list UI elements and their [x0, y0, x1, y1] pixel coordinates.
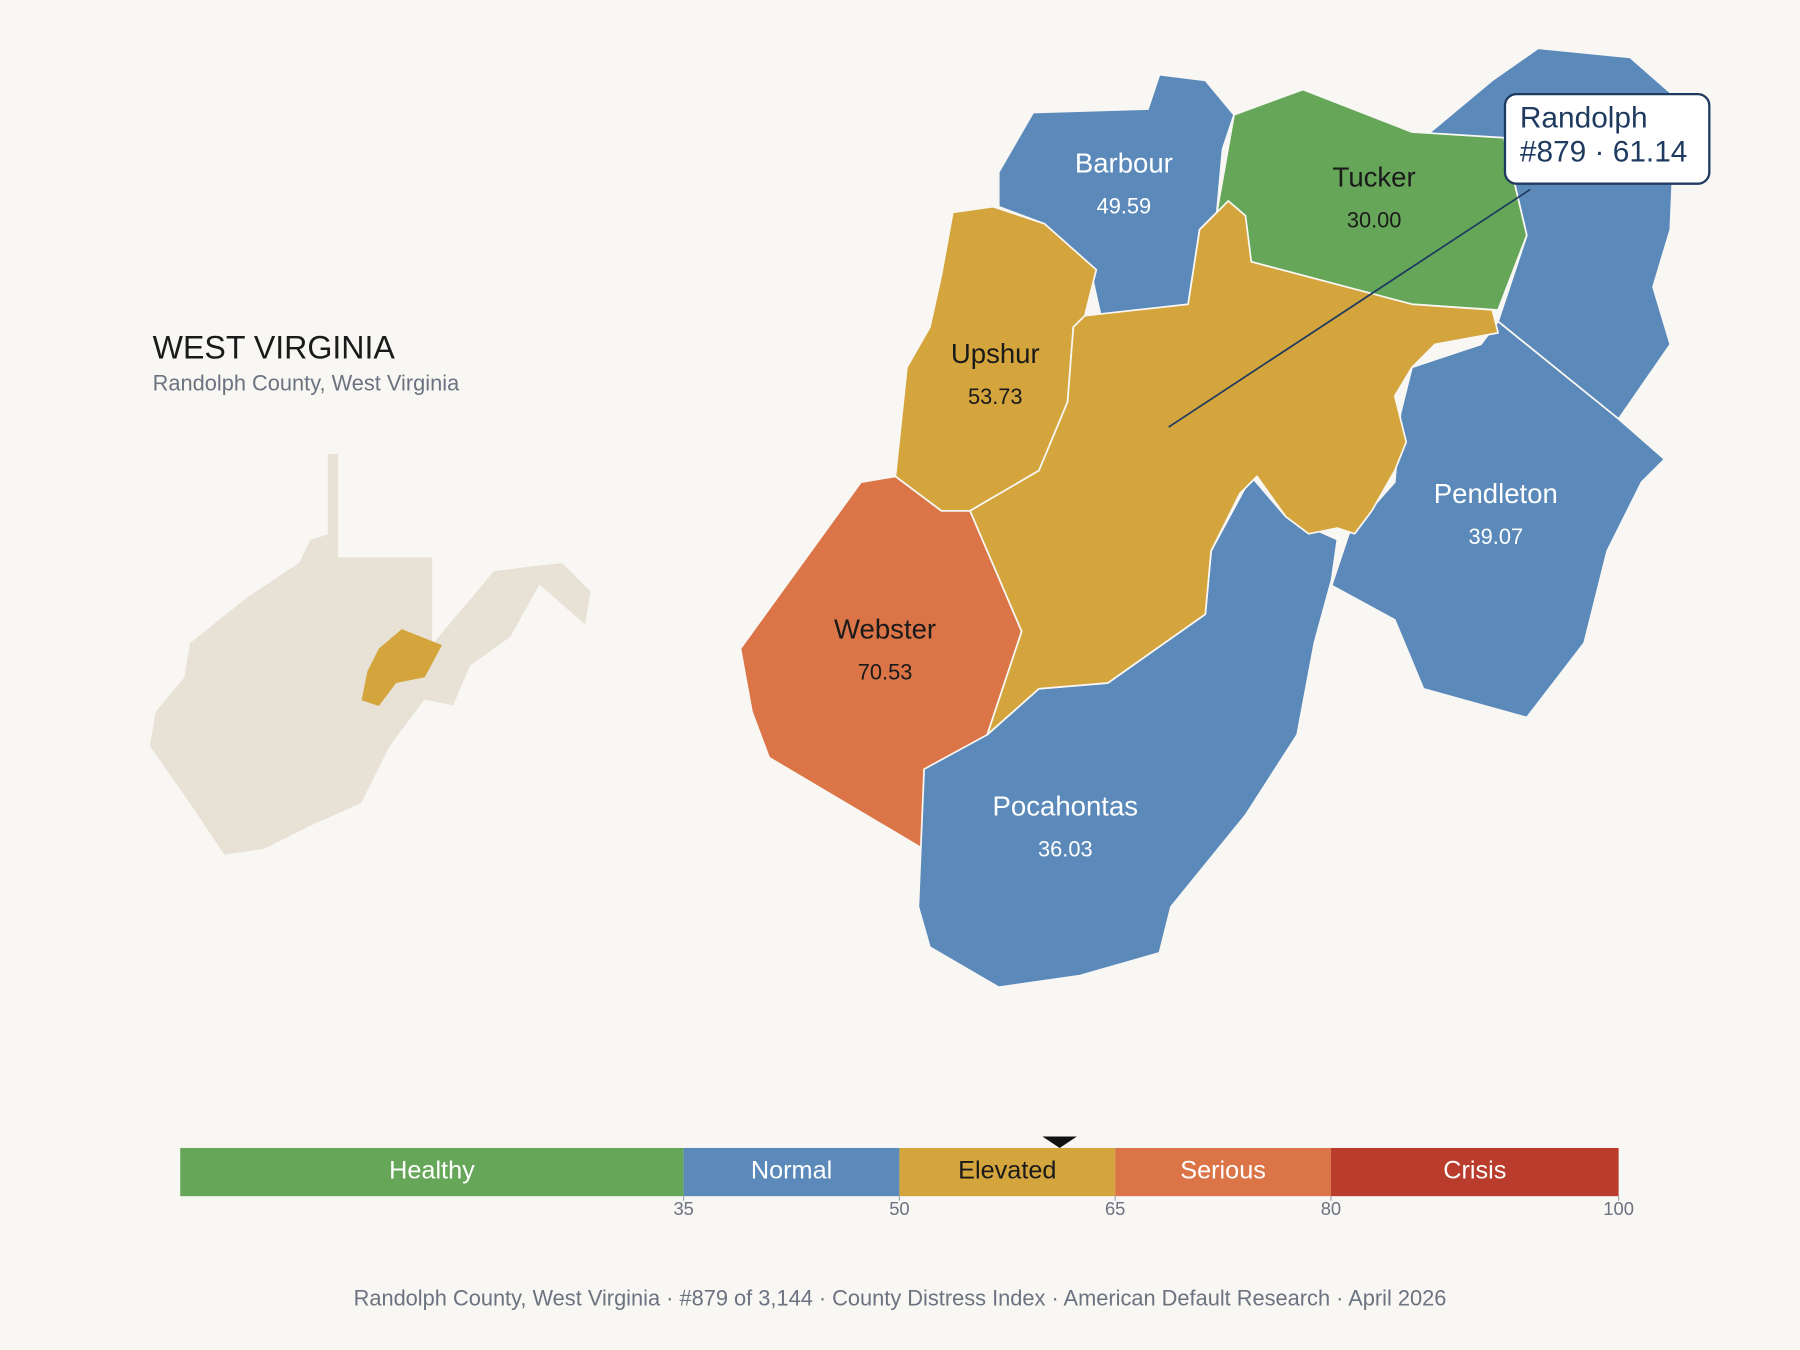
scale-band-label: Serious: [1180, 1157, 1266, 1185]
scale: Healthy Normal Elevated Serious Crisis 35 50 65…: [180, 1136, 1634, 1219]
scale-marker: [1042, 1136, 1077, 1148]
county-value: 30.00: [1347, 207, 1402, 232]
scale-band: [1115, 1147, 1331, 1197]
scale-band-label: Crisis: [1443, 1157, 1506, 1185]
scale-tick-label: 80: [1321, 1198, 1341, 1219]
scale-tick-label: 50: [889, 1198, 909, 1219]
scale-band: [1330, 1147, 1619, 1197]
mini-county: [361, 629, 442, 706]
scale-band: [683, 1147, 900, 1197]
county-value: 49.59: [1097, 194, 1152, 219]
county-name: Upshur: [951, 338, 1040, 369]
footer: Randolph County, West Virginia · #879 of…: [354, 1285, 1447, 1310]
county-value: 70.53: [858, 660, 913, 685]
scale-band-label: Normal: [751, 1157, 832, 1185]
county-value: 36.03: [1038, 836, 1093, 861]
county-name: Pendleton: [1434, 478, 1558, 509]
scale-tick-label: 35: [673, 1198, 693, 1219]
county-value: 53.73: [968, 384, 1023, 409]
state-outline: [148, 452, 592, 856]
subtitle: Randolph County, West Virginia: [153, 370, 460, 395]
title: WEST VIRGINIA: [153, 330, 396, 366]
scale-tick-label: 100: [1603, 1198, 1634, 1219]
scale-band: [180, 1147, 684, 1197]
county-map: Barbour 49.59 Tucker 30.00 Upshur 53.73 Webste…: [739, 73, 1711, 989]
county-name: Webster: [834, 614, 936, 645]
county: [969, 200, 1499, 736]
county: [1330, 320, 1666, 719]
county-name: Barbour: [1075, 148, 1173, 179]
callout-leader: [1168, 188, 1531, 428]
scale-band: [899, 1147, 1116, 1197]
callout-name: Randolph: [1520, 101, 1648, 134]
callout-detail: #879 · 61.14: [1520, 136, 1688, 169]
scale-tick-label: 65: [1105, 1198, 1125, 1219]
callout-box: [1503, 92, 1711, 185]
scale-band-label: Elevated: [958, 1157, 1056, 1185]
county-name: Tucker: [1333, 161, 1416, 192]
county-value: 39.07: [1469, 524, 1524, 549]
county-name: Pocahontas: [993, 790, 1138, 821]
scale-band-label: Healthy: [389, 1157, 475, 1185]
